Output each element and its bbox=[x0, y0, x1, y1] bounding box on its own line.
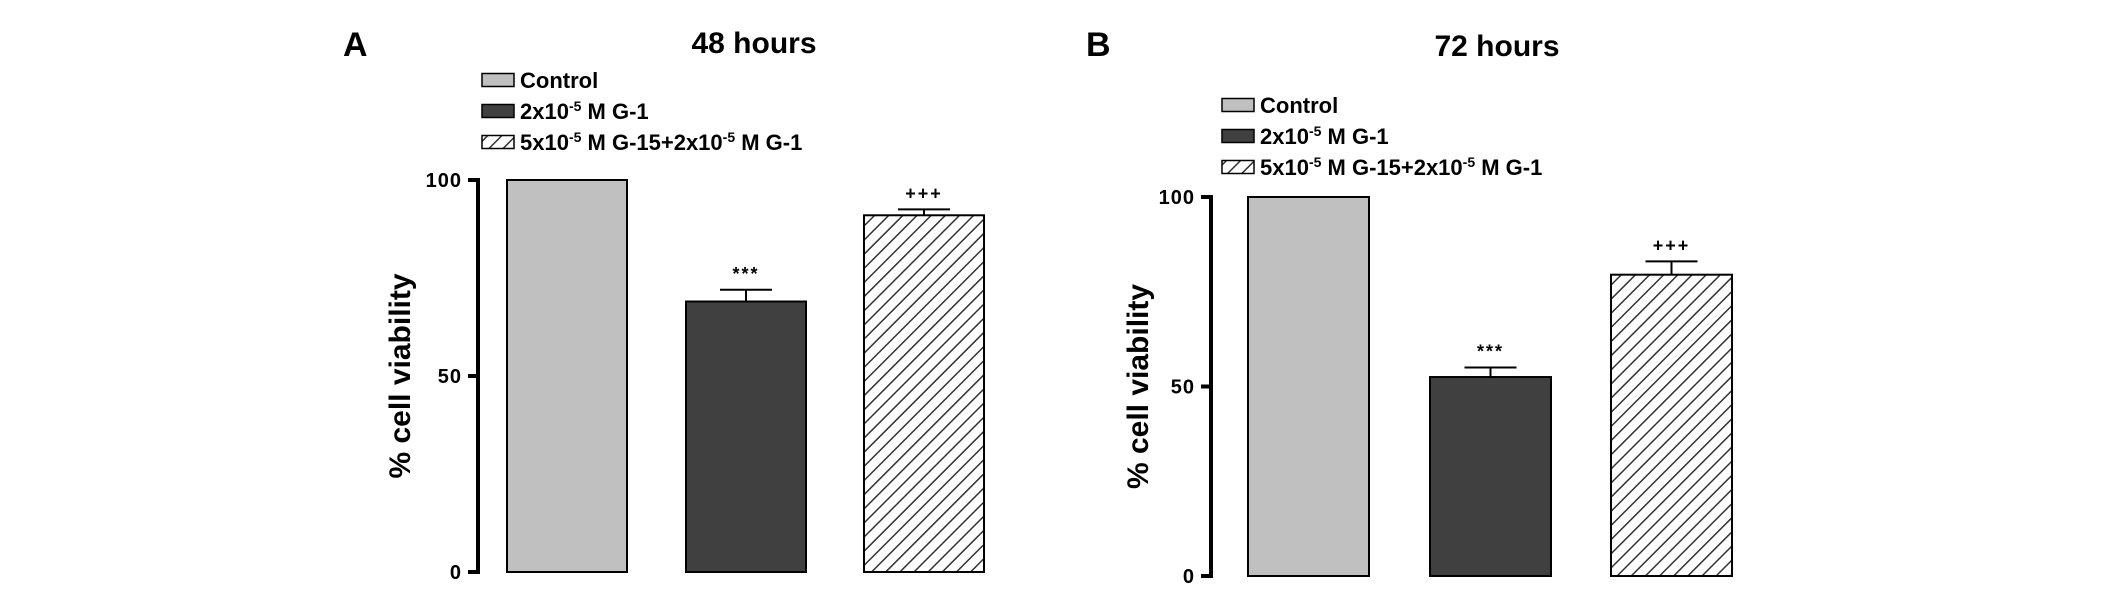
panel-label: A bbox=[343, 26, 368, 64]
legend-superscript: -5 bbox=[1309, 123, 1322, 139]
bar bbox=[1247, 196, 1370, 577]
y-tick-label: 50 bbox=[438, 366, 462, 388]
y-tick-label: 100 bbox=[1159, 187, 1195, 209]
panel-label: B bbox=[1086, 26, 1111, 64]
legend-text-part: M G-1 bbox=[581, 99, 648, 124]
legend-text-part: M G-1 bbox=[735, 130, 802, 155]
legend-item: 5x10-5 M G-15+2x10-5 M G-1 bbox=[1221, 154, 1542, 180]
legend-text-part: 5x10 bbox=[1260, 155, 1309, 180]
legend-swatch bbox=[481, 134, 515, 150]
bar bbox=[863, 214, 985, 573]
legend-superscript: -5 bbox=[569, 98, 582, 114]
significance-label: +++ bbox=[905, 183, 943, 203]
legend-text-part: 5x10 bbox=[520, 130, 569, 155]
legend-superscript: -5 bbox=[1463, 154, 1476, 170]
legend-swatch bbox=[1221, 97, 1255, 113]
legend-superscript: -5 bbox=[569, 129, 582, 145]
legend-swatch bbox=[1221, 128, 1255, 144]
chart-title: 72 hours bbox=[1434, 30, 1559, 63]
bar-group: +++ bbox=[863, 183, 985, 573]
legend-label: 5x10-5 M G-15+2x10-5 M G-1 bbox=[520, 129, 802, 155]
y-tick-label: 0 bbox=[1183, 566, 1195, 588]
legend-item: Control bbox=[1221, 93, 1338, 118]
bar bbox=[506, 179, 628, 573]
y-axis: 0 50 100 bbox=[426, 170, 480, 584]
bar bbox=[1429, 376, 1552, 577]
legend-item: Control bbox=[481, 68, 598, 93]
legend-label: 2x10-5 M G-1 bbox=[1260, 123, 1389, 149]
legend-text-part: 2x10 bbox=[1260, 124, 1309, 149]
y-axis-label: % cell viability bbox=[384, 273, 417, 478]
significance-label: +++ bbox=[1653, 235, 1691, 255]
bar-group: *** bbox=[685, 264, 807, 573]
chart-title: 48 hours bbox=[691, 27, 816, 60]
legend-text-part: M G-15+2x10 bbox=[581, 130, 722, 155]
legend-superscript: -5 bbox=[1309, 154, 1322, 170]
y-tick-label: 100 bbox=[426, 170, 462, 192]
y-axis: 0 50 100 bbox=[1159, 187, 1213, 588]
significance-label: *** bbox=[1477, 342, 1504, 362]
legend-text-part: M G-15+2x10 bbox=[1321, 155, 1462, 180]
legend-label: Control bbox=[1260, 93, 1338, 118]
legend-superscript: -5 bbox=[723, 129, 736, 145]
bar bbox=[1610, 273, 1733, 577]
y-tick-label: 50 bbox=[1171, 377, 1195, 399]
bar bbox=[685, 300, 807, 573]
legend-swatch bbox=[481, 103, 515, 119]
legend-item: 5x10-5 M G-15+2x10-5 M G-1 bbox=[481, 129, 802, 155]
y-tick-label: 0 bbox=[450, 562, 462, 584]
legend-label: 5x10-5 M G-15+2x10-5 M G-1 bbox=[1260, 154, 1542, 180]
y-axis-label: % cell viability bbox=[1122, 284, 1155, 489]
bar-group: +++ bbox=[1610, 235, 1733, 577]
legend-swatch bbox=[481, 72, 515, 88]
legend-text-part: 2x10 bbox=[520, 99, 569, 124]
bar-group bbox=[1247, 196, 1370, 577]
legend-item: 2x10-5 M G-1 bbox=[1221, 123, 1389, 149]
significance-label: *** bbox=[732, 264, 759, 284]
legend-text-part: M G-1 bbox=[1321, 124, 1388, 149]
legend-swatch bbox=[1221, 159, 1255, 175]
legend-item: 2x10-5 M G-1 bbox=[481, 98, 649, 124]
legend-text-part: M G-1 bbox=[1475, 155, 1542, 180]
legend-label: 2x10-5 M G-1 bbox=[520, 98, 649, 124]
bar-group: *** bbox=[1429, 342, 1552, 577]
bar-group bbox=[506, 179, 628, 573]
legend-label: Control bbox=[520, 68, 598, 93]
